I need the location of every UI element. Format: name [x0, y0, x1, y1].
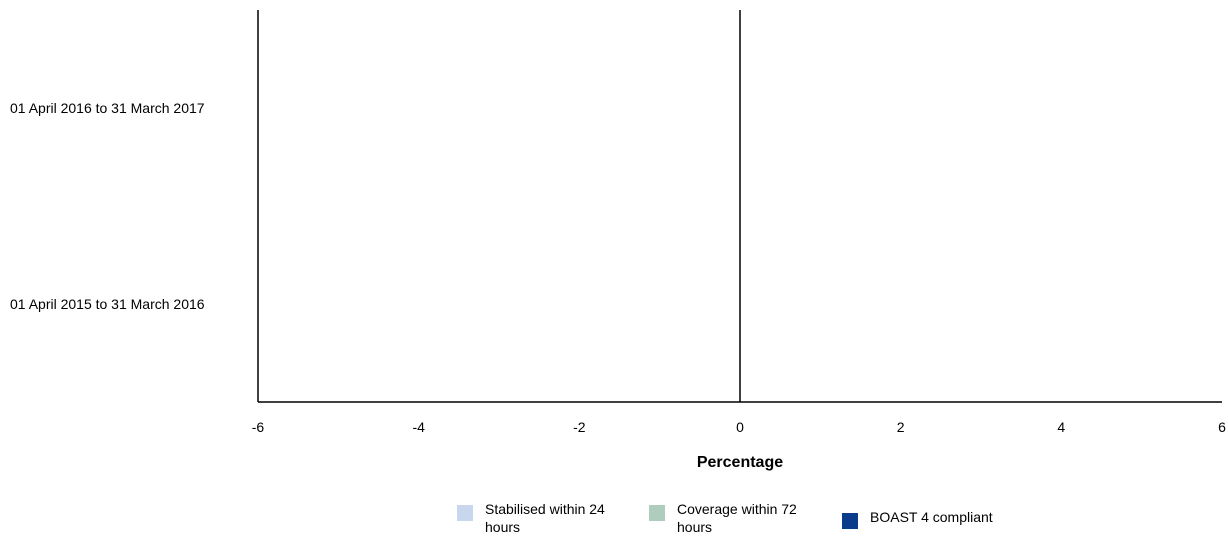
- legend-label: Coverage within 72 hours: [677, 501, 797, 535]
- legend-swatch: [649, 505, 665, 521]
- x-tick-label: -6: [252, 419, 265, 435]
- legend-swatch: [457, 505, 473, 521]
- x-tick-label: -2: [573, 419, 586, 435]
- x-tick-label: 0: [736, 419, 744, 435]
- x-tick-label: -4: [412, 419, 425, 435]
- legend-label: BOAST 4 compliant: [870, 509, 993, 525]
- chart: -6 -4 -2 0 2 4 6 Percentage 01 April 2016 to 31 …: [10, 10, 1226, 471]
- legend-item: BOAST 4 compliant: [842, 508, 1042, 529]
- x-tick-label: 6: [1218, 419, 1226, 435]
- category-label: 01 April 2016 to 31 March 2017: [10, 100, 205, 116]
- legend-item: Coverage within 72 hours: [649, 500, 809, 536]
- legend-label: Stabilised within 24 hours: [485, 501, 605, 535]
- legend-item: Stabilised within 24 hours: [457, 500, 617, 536]
- x-tick-label: 4: [1057, 419, 1065, 435]
- x-tick-label: 2: [897, 419, 905, 435]
- legend: Stabilised within 24 hours Coverage withi…: [0, 501, 1228, 545]
- x-axis-title: Percentage: [697, 454, 783, 471]
- legend-swatch: [842, 513, 858, 529]
- category-label: 01 April 2015 to 31 March 2016: [10, 296, 205, 312]
